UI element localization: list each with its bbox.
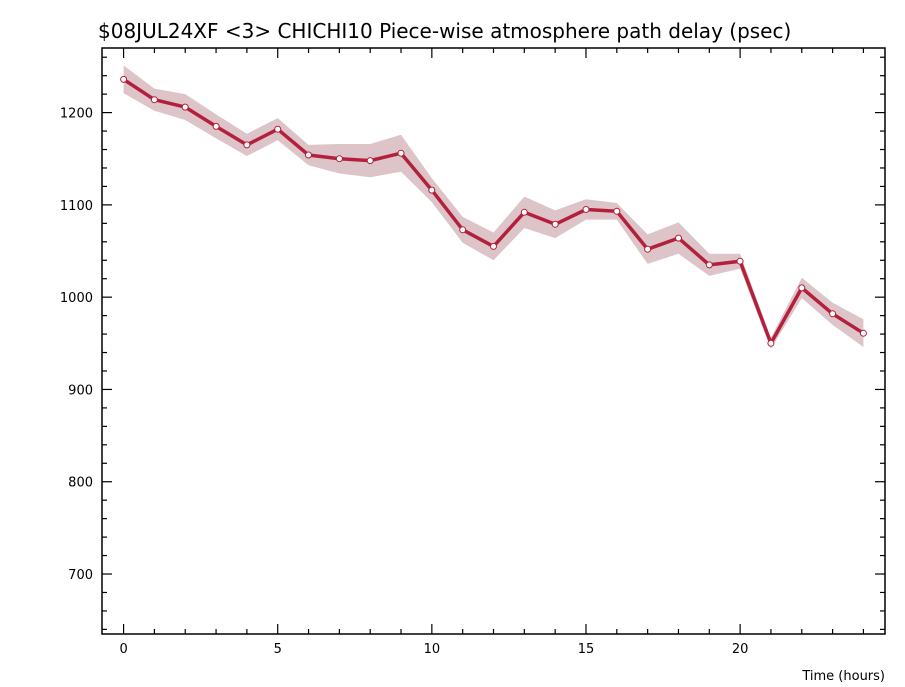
data-point [675, 234, 682, 242]
data-point [829, 310, 837, 318]
data-point [459, 226, 467, 234]
data-point [243, 141, 251, 149]
data-point [181, 103, 189, 111]
data-point [798, 284, 806, 292]
data-point [490, 242, 497, 250]
x-axis-label: Time (hours) [801, 669, 885, 684]
data-point [736, 257, 744, 265]
y-tick-label: 1000 [60, 291, 93, 306]
data-point [520, 208, 528, 216]
data-point [859, 329, 867, 337]
x-tick-label: 0 [119, 642, 127, 657]
data-point [428, 186, 436, 194]
data-point [305, 151, 312, 159]
x-tick-label: 5 [274, 642, 282, 657]
data-point [212, 122, 220, 130]
y-tick-label: 1200 [60, 107, 93, 122]
y-tick-label: 800 [68, 476, 93, 491]
data-point [120, 75, 128, 83]
y-tick-label: 700 [68, 568, 93, 583]
x-tick-label: 10 [424, 642, 441, 657]
series-line [122, 77, 865, 346]
data-point [767, 339, 775, 347]
tick-layer [102, 48, 885, 634]
data-point [705, 261, 713, 269]
y-tick-label: 1100 [60, 199, 93, 214]
data-point [551, 220, 559, 228]
data-point [397, 149, 405, 157]
data-point [366, 157, 374, 165]
error-band-layer [123, 65, 864, 349]
data-point [644, 245, 652, 253]
series-line-layer [122, 77, 865, 346]
data-point [613, 207, 621, 215]
y-tick-label: 900 [68, 383, 93, 398]
error-band [123, 65, 864, 349]
x-tick-label: 15 [578, 642, 595, 657]
data-point [150, 96, 158, 104]
x-tick-label: 20 [732, 642, 749, 657]
data-point [274, 125, 282, 133]
tick-label-layer: 0 5 10 15 20 700 800 900 1000 1100 1200 [60, 107, 748, 657]
data-point [582, 206, 590, 213]
data-point [335, 155, 343, 163]
data-point-layer [120, 75, 867, 347]
chart-title: $08JUL24XF <3> CHICHI10 Piece-wise atmos… [98, 19, 791, 43]
